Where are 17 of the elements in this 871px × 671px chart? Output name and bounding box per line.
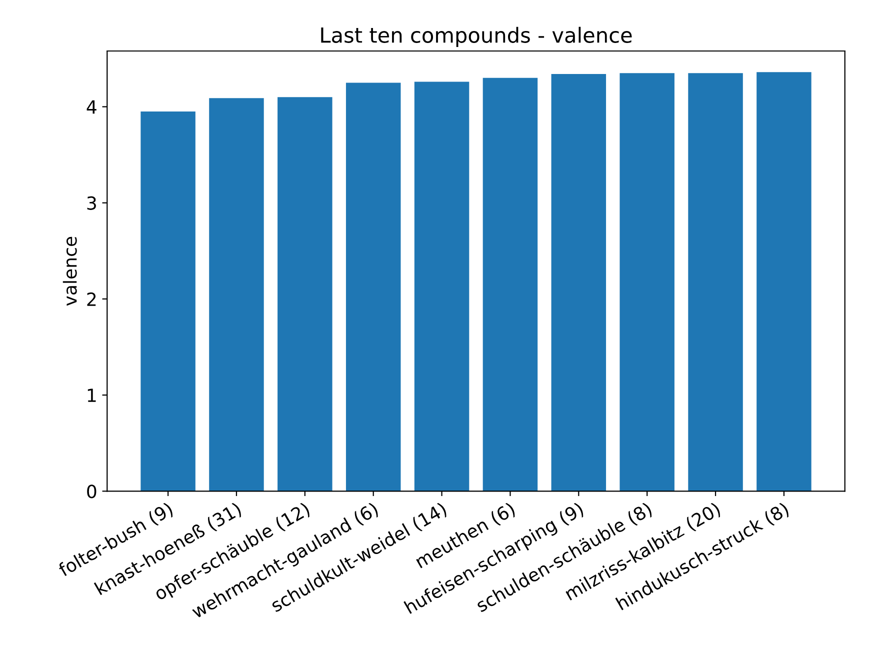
- bar: [551, 74, 606, 492]
- bar: [756, 72, 812, 492]
- bar: [688, 73, 743, 492]
- y-tick-label: 1: [88, 388, 96, 402]
- y-tick-label: 3: [87, 196, 96, 210]
- y-axis-title: valence: [62, 236, 77, 306]
- bar: [346, 82, 401, 492]
- y-tick-label: 4: [86, 100, 96, 114]
- bar: [209, 98, 264, 492]
- y-tick-label: 2: [87, 292, 96, 306]
- bar: [482, 78, 538, 492]
- bar: [140, 112, 196, 492]
- bar: [278, 97, 332, 492]
- chart-title: Last ten compounds - valence: [321, 26, 632, 47]
- bar: [414, 82, 470, 492]
- bar: [620, 73, 674, 492]
- y-tick-label: 0: [87, 484, 96, 498]
